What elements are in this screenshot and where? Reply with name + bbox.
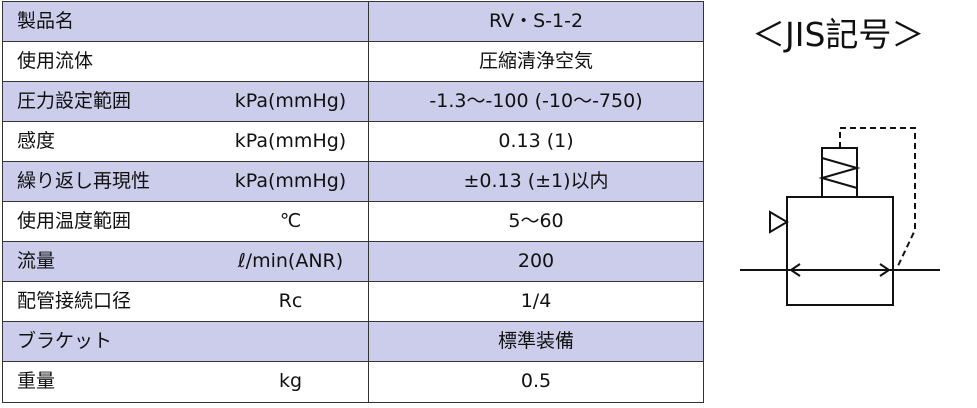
table-row: 重量 kg 0.5 — [3, 362, 703, 402]
row-unit: ℃ — [279, 210, 302, 232]
row-label: 製品名 — [17, 10, 75, 32]
table-row: 使用流体 圧縮清浄空気 — [3, 42, 703, 82]
row-label: 重量 — [17, 370, 56, 392]
row-label: 繰り返し再現性 — [17, 170, 151, 192]
table-row: 流量 ℓ/min(ANR) 200 — [3, 242, 703, 282]
row-unit: Rc — [278, 290, 303, 312]
table-row: 繰り返し再現性 kPa(mmHg) ±0.13 (±1)以内 — [3, 162, 703, 202]
row-value: 標準装備 — [368, 322, 703, 361]
row-value: -1.3～-100 (-10～-750) — [368, 82, 703, 121]
table-row: ブラケット 標準装備 — [3, 322, 703, 362]
table-row: 製品名 RV・S-1-2 — [3, 2, 703, 42]
row-label: 圧力設定範囲 — [17, 90, 132, 112]
symbol-title: ＜JIS記号＞ — [752, 15, 925, 54]
row-unit: kPa(mmHg) — [234, 90, 347, 112]
row-value: 圧縮清浄空気 — [368, 42, 703, 81]
table-row: 感度 kPa(mmHg) 0.13 (1) — [3, 122, 703, 162]
row-label: 配管接続口径 — [17, 290, 132, 312]
row-value: 5～60 — [368, 202, 703, 241]
row-value: RV・S-1-2 — [368, 2, 703, 41]
row-value: 200 — [368, 242, 703, 281]
row-label: 使用温度範囲 — [17, 210, 132, 232]
row-label: ブラケット — [17, 330, 113, 352]
jis-symbol — [740, 127, 940, 306]
row-unit: ℓ/min(ANR) — [237, 250, 344, 272]
row-unit: kPa(mmHg) — [234, 170, 347, 192]
table-row: 圧力設定範囲 kPa(mmHg) -1.3～-100 (-10～-750) — [3, 82, 703, 122]
row-value: 1/4 — [368, 282, 703, 321]
table-row: 配管接続口径 Rc 1/4 — [3, 282, 703, 322]
row-value: 0.5 — [368, 362, 703, 402]
row-label: 感度 — [17, 130, 56, 152]
row-unit: kPa(mmHg) — [234, 130, 347, 152]
spec-table: 製品名 RV・S-1-2 使用流体 圧縮清浄空気圧力設定範囲 kPa(mmHg) -1.3… — [2, 1, 704, 403]
row-label: 流量 — [17, 250, 56, 272]
table-row: 使用温度範囲 ℃ 5～60 — [3, 202, 703, 242]
row-value: ±0.13 (±1)以内 — [368, 162, 703, 201]
row-label: 使用流体 — [17, 50, 94, 72]
row-value: 0.13 (1) — [368, 122, 703, 161]
row-unit: kg — [278, 370, 303, 392]
